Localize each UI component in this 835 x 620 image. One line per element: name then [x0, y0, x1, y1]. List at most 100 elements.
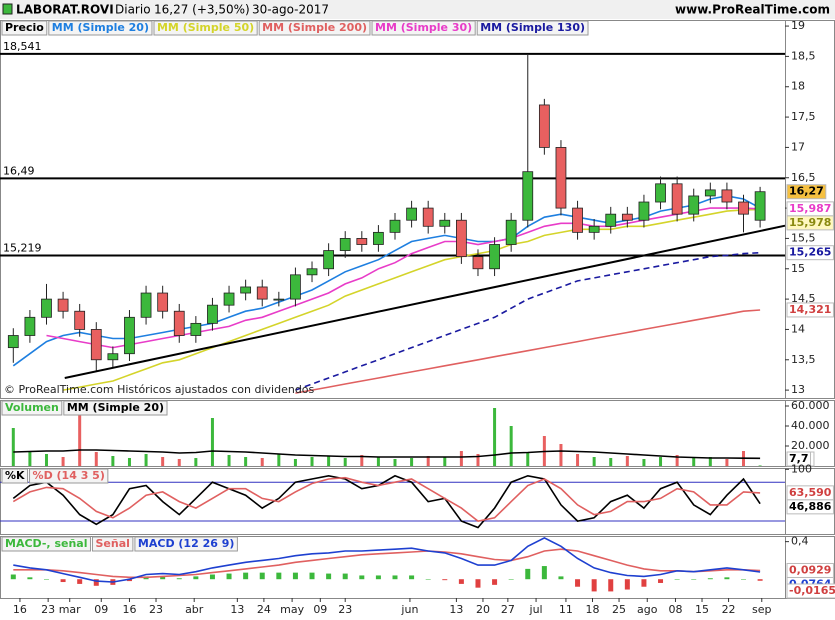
- x-tick-label: 18: [585, 603, 599, 616]
- x-tick-label: mar: [59, 603, 81, 616]
- x-tick-label: may: [280, 603, 304, 616]
- histogram-bar: [226, 573, 232, 580]
- histogram-bar: [342, 573, 348, 580]
- histogram-bar: [276, 572, 282, 580]
- histogram-bar: [359, 575, 365, 580]
- legend-label: MM (Simple 20): [67, 401, 164, 414]
- histogram-bar: [508, 579, 514, 580]
- volume-bar: [559, 444, 563, 466]
- candle-body: [57, 298, 69, 312]
- y-tick-label: 15: [791, 262, 805, 275]
- series-line: [13, 537, 761, 583]
- legend-label: Volumen: [5, 401, 59, 414]
- value-badge: 0,0929: [789, 563, 831, 576]
- volume-bar: [293, 459, 297, 466]
- candle-body: [24, 316, 36, 336]
- histogram-bar: [475, 579, 481, 588]
- legend-label: MM (Simple 50): [157, 21, 254, 34]
- value-badge: 15,978: [789, 216, 831, 229]
- watermark: © ProRealTime.com Históricos ajustados c…: [4, 383, 315, 396]
- volume-bar: [376, 457, 380, 466]
- volume-bar: [44, 454, 48, 466]
- candle-body: [638, 201, 650, 221]
- volume-bar: [11, 428, 15, 466]
- candle-body: [173, 310, 185, 336]
- legend-label: MACD-, señal: [5, 537, 87, 550]
- histogram-bar: [43, 579, 49, 580]
- candle-body: [124, 316, 135, 355]
- candle-body: [538, 104, 550, 148]
- y-tick-label: 17,5: [791, 110, 816, 123]
- series-line: [12, 195, 761, 367]
- badge-box: [786, 245, 834, 261]
- histogram-bar: [392, 575, 398, 580]
- level-label: 16,49: [3, 164, 35, 177]
- candle-body: [754, 191, 766, 221]
- x-tick-label: 16: [13, 603, 27, 616]
- volume-bar: [576, 454, 580, 466]
- histogram-bar: [707, 578, 713, 580]
- histogram-bar: [425, 579, 431, 580]
- header-icon: [2, 3, 13, 15]
- legend-label: MM (Simple 130): [480, 21, 585, 34]
- date: 30-ago-2017: [252, 3, 329, 17]
- x-tick-label: 13: [230, 603, 244, 616]
- volume-bar: [94, 452, 98, 466]
- candle-body: [555, 147, 567, 209]
- legend-label: %D (14 3 5): [33, 469, 105, 482]
- series-line: [295, 309, 761, 394]
- volume-bar: [393, 459, 397, 466]
- x-tick-label: 23: [338, 603, 352, 616]
- candle-body: [207, 304, 218, 324]
- level-label: 18,541: [3, 40, 42, 53]
- value-badge: 15,987: [789, 202, 831, 215]
- histogram-bar: [93, 579, 99, 586]
- badge-box: [786, 583, 835, 599]
- histogram-bar: [243, 572, 249, 580]
- candle-body: [7, 335, 19, 349]
- candle-body: [90, 329, 102, 361]
- volume-bar: [659, 457, 663, 466]
- candle-body: [704, 189, 716, 197]
- x-tick-label: 25: [612, 603, 626, 616]
- volume-bar: [144, 454, 148, 466]
- x-tick-label: 08: [668, 603, 682, 616]
- legend-label: %K: [5, 469, 25, 482]
- y-tick-label: 40.000: [791, 419, 830, 432]
- candle-body: [406, 207, 417, 221]
- y-tick-label: 14: [791, 322, 805, 335]
- histogram-bar: [60, 579, 66, 583]
- volume-bar: [244, 457, 248, 466]
- histogram-bar: [77, 579, 83, 584]
- volume-bar: [310, 457, 314, 466]
- candle-body: [223, 292, 235, 306]
- volume-bar: [609, 458, 613, 466]
- x-tick-label: jul: [529, 603, 543, 616]
- value-badge: 16,27: [789, 185, 824, 198]
- y-tick-label: 20.000: [791, 439, 830, 452]
- volume-bar: [277, 454, 281, 466]
- candle-body: [190, 322, 202, 336]
- histogram-bar: [608, 579, 614, 592]
- histogram-bar: [442, 579, 448, 581]
- candle-body: [621, 213, 633, 221]
- histogram-bar: [309, 572, 315, 580]
- x-tick-label: 22: [722, 603, 736, 616]
- histogram-bar: [658, 579, 664, 583]
- histogram-bar: [724, 577, 730, 580]
- candle-body: [290, 274, 301, 300]
- candle-body: [472, 256, 484, 270]
- legend-label: MM (Simple 200): [262, 21, 367, 34]
- x-tick-label: 15: [695, 603, 709, 616]
- histogram-bar: [193, 576, 199, 580]
- candle-body: [74, 310, 86, 330]
- volume-bar: [459, 451, 463, 466]
- x-tick-label: sep: [752, 603, 771, 616]
- candle-body: [339, 238, 351, 251]
- y-tick-label: 15,5: [791, 231, 816, 244]
- x-tick-label: abr: [185, 603, 204, 616]
- volume-bar: [476, 454, 480, 466]
- volume-bar: [426, 456, 430, 466]
- volume-bar: [526, 452, 530, 466]
